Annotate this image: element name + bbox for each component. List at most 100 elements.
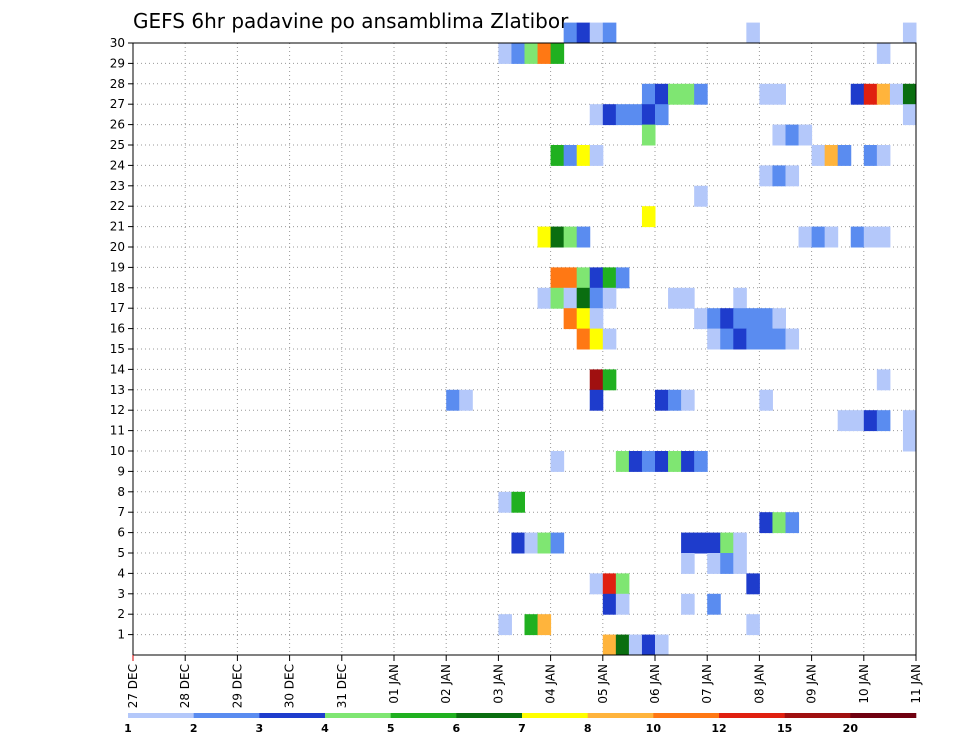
heat-cell xyxy=(615,267,630,289)
heat-cell xyxy=(733,328,747,350)
y-tick-label: 26 xyxy=(110,118,125,132)
heat-cell xyxy=(902,410,917,432)
heat-cell xyxy=(720,532,734,554)
heat-cell xyxy=(641,206,656,228)
heat-cell xyxy=(563,267,578,289)
heat-cell xyxy=(641,634,656,656)
heat-cell xyxy=(759,328,773,350)
heat-cell xyxy=(733,308,747,330)
heat-cell xyxy=(694,532,708,554)
heat-cell xyxy=(863,226,878,248)
y-tick-label: 11 xyxy=(110,424,125,438)
chart-title: GEFS 6hr padavine po ansamblima Zlatibor xyxy=(133,9,569,33)
x-tick-label: 08 JAN xyxy=(752,664,766,704)
y-tick-label: 7 xyxy=(117,505,125,519)
colorbar-swatch xyxy=(850,713,917,718)
heat-cell xyxy=(707,308,721,330)
y-tick-label: 23 xyxy=(110,179,125,193)
colorbar-label: 12 xyxy=(711,722,726,735)
heat-cell xyxy=(602,593,617,615)
x-tick-label: 07 JAN xyxy=(700,664,714,704)
heat-cell xyxy=(589,308,604,330)
heat-cell xyxy=(563,22,578,44)
colorbar-swatch xyxy=(128,713,194,718)
heat-cell xyxy=(615,634,630,656)
heat-cell xyxy=(589,104,604,126)
colorbar-label: 15 xyxy=(777,722,792,735)
heat-cell xyxy=(655,451,669,472)
x-tick-label: 10 JAN xyxy=(857,664,871,704)
heat-cell xyxy=(524,614,539,636)
heat-cell xyxy=(863,410,878,432)
heat-cell xyxy=(576,267,591,289)
y-tick-label: 28 xyxy=(110,77,125,91)
heat-cell xyxy=(641,104,656,126)
heat-cell xyxy=(668,389,682,411)
heat-cell xyxy=(655,83,669,105)
colorbar-swatch xyxy=(456,713,523,718)
heat-cell xyxy=(537,287,552,309)
x-tick-label: 06 JAN xyxy=(648,664,662,704)
heat-cell xyxy=(863,145,878,166)
heat-cell xyxy=(615,593,630,615)
heat-cell xyxy=(889,83,904,105)
colorbar-swatch xyxy=(259,713,326,718)
heat-cell xyxy=(511,43,525,64)
heat-cell xyxy=(563,308,578,330)
heat-cell xyxy=(498,43,512,64)
heat-cell xyxy=(824,145,839,166)
heat-cell xyxy=(550,226,565,248)
heat-cell xyxy=(641,83,656,105)
heat-cell xyxy=(537,43,552,64)
x-tick-label: 09 JAN xyxy=(805,664,819,704)
colorbar: 1 2 3 4 5 6 7 8 10 12 15 20 xyxy=(124,713,917,735)
colorbar-swatch xyxy=(522,713,588,718)
heat-cell xyxy=(655,389,669,411)
colorbar-label: 20 xyxy=(843,722,859,735)
y-tick-label: 22 xyxy=(110,199,125,213)
y-tick-label: 20 xyxy=(110,240,125,254)
y-tick-label: 5 xyxy=(117,546,125,560)
colorbar-label: 3 xyxy=(256,722,264,735)
heat-cell xyxy=(589,22,604,44)
heat-cell xyxy=(902,430,917,452)
heat-cell xyxy=(655,104,669,126)
colorbar-swatch xyxy=(719,713,785,718)
heat-cell xyxy=(746,614,760,636)
heat-cell xyxy=(733,532,747,554)
heat-cell xyxy=(602,573,617,595)
heat-cell xyxy=(681,553,695,574)
heat-cell xyxy=(628,634,643,656)
x-tick-label: 05 JAN xyxy=(596,664,610,704)
heat-cell xyxy=(498,491,512,513)
heat-cell xyxy=(785,328,800,350)
heat-cell xyxy=(576,22,591,44)
heat-cell xyxy=(707,328,721,350)
heat-cell xyxy=(850,226,865,248)
heat-cell xyxy=(641,124,656,146)
heat-cell xyxy=(524,532,539,554)
heat-cell xyxy=(720,328,734,350)
heat-cell xyxy=(902,104,917,126)
heat-cell xyxy=(694,308,708,330)
heat-cell xyxy=(746,308,760,330)
heat-cell xyxy=(681,389,695,411)
y-tick-label: 14 xyxy=(110,362,125,376)
x-tick-label: 29 DEC xyxy=(230,664,244,708)
heat-cell xyxy=(589,573,604,595)
heat-cell xyxy=(668,451,682,472)
heat-cell xyxy=(759,308,773,330)
heat-cell xyxy=(576,145,591,166)
x-tick-label: 04 JAN xyxy=(544,664,558,704)
heat-cell xyxy=(668,83,682,105)
colorbar-swatch xyxy=(784,713,851,718)
colorbar-label: 7 xyxy=(518,722,526,735)
heat-cell xyxy=(602,369,617,391)
heat-cell xyxy=(681,83,695,105)
heat-cell xyxy=(511,491,525,513)
heat-cell xyxy=(628,104,643,126)
heat-cell xyxy=(837,410,852,432)
colorbar-label: 2 xyxy=(190,722,198,735)
colorbar-swatch xyxy=(653,713,720,718)
heat-cell xyxy=(537,226,552,248)
